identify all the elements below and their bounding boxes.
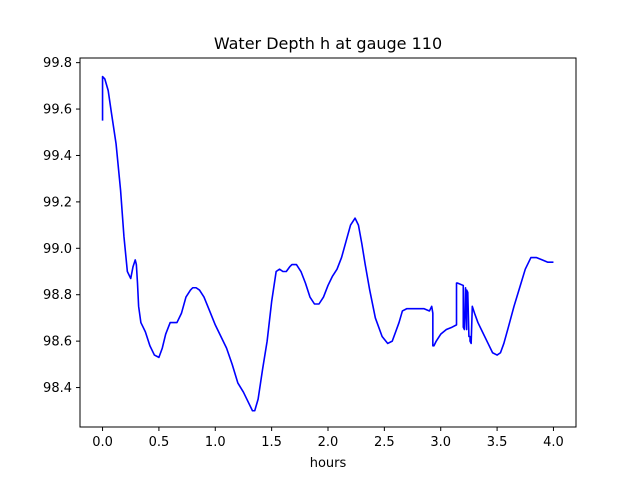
x-tick-label: 1.0 <box>205 435 226 450</box>
x-axis: 0.0 0.5 1.0 1.5 2.0 2.5 3.0 3.5 4.0 <box>92 427 564 450</box>
x-tick-label: 1.5 <box>261 435 282 450</box>
x-tick-label: 2.5 <box>374 435 395 450</box>
series-line-0 <box>101 75 554 412</box>
y-tick-label: 99.4 <box>43 149 72 164</box>
plot-area <box>101 75 554 412</box>
y-axis: 98.4 98.6 98.8 99.0 99.2 99.4 99.6 99.8 <box>43 56 80 396</box>
y-tick-label: 98.4 <box>43 381 72 396</box>
x-tick-label: 2.0 <box>318 435 339 450</box>
y-tick-label: 99.2 <box>43 195 72 210</box>
x-tick-label: 0.5 <box>149 435 170 450</box>
x-axis-label: hours <box>310 456 347 471</box>
x-tick-label: 0.0 <box>92 435 113 450</box>
y-tick-label: 99.0 <box>43 242 72 257</box>
y-tick-label: 99.6 <box>43 103 72 118</box>
x-tick-label: 4.0 <box>543 435 564 450</box>
chart-title: Water Depth h at gauge 110 <box>214 34 442 53</box>
x-tick-label: 3.0 <box>430 435 451 450</box>
x-tick-label: 3.5 <box>487 435 508 450</box>
y-tick-label: 98.8 <box>43 288 72 303</box>
y-tick-label: 98.6 <box>43 335 72 350</box>
y-tick-label: 99.8 <box>43 56 72 71</box>
